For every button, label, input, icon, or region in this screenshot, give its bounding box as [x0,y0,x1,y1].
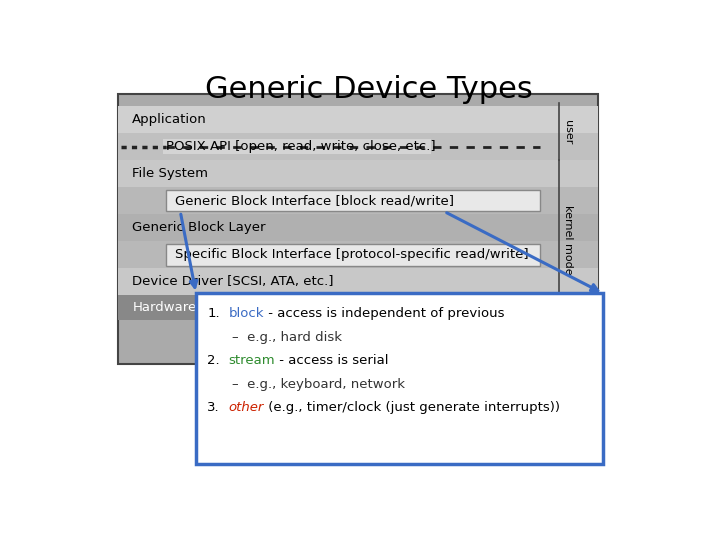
Text: 1.: 1. [207,307,220,320]
Bar [118,133,598,160]
Text: Application: Application [132,113,207,126]
Bar [118,295,598,320]
Bar [166,244,540,266]
Text: File System: File System [132,167,208,180]
Text: user: user [563,119,572,144]
Text: Generic Block Interface [block read/write]: Generic Block Interface [block read/writ… [176,194,454,207]
Bar [196,294,603,464]
Bar [118,214,598,241]
Text: Generic Device Types: Generic Device Types [205,75,533,104]
Text: kernel mode: kernel mode [563,205,572,275]
Bar [118,241,598,268]
Bar [118,187,598,214]
Bar [163,139,431,154]
Bar [118,160,598,187]
Bar [118,268,598,295]
Text: - access is serial: - access is serial [275,354,388,367]
Text: –  e.g., hard disk: – e.g., hard disk [233,330,342,343]
Text: Hardware: Hardware [132,301,197,314]
Text: - access is independent of previous: - access is independent of previous [264,307,504,320]
Bar [118,106,598,133]
Text: Generic Block Layer: Generic Block Layer [132,221,266,234]
Text: Specific Block Interface [protocol-specific read/write]: Specific Block Interface [protocol-speci… [176,248,529,261]
Text: other: other [228,401,264,414]
Text: –  e.g., keyboard, network: – e.g., keyboard, network [233,377,405,390]
Text: block: block [228,307,264,320]
Text: Device Driver [SCSI, ATA, etc.]: Device Driver [SCSI, ATA, etc.] [132,275,334,288]
Text: 2.: 2. [207,354,220,367]
Text: POSIX API [open, read, write, close, etc.]: POSIX API [open, read, write, close, etc… [166,140,436,153]
Bar [118,94,598,364]
Bar [166,190,540,212]
Text: stream: stream [228,354,275,367]
Text: 3.: 3. [207,401,220,414]
Text: (e.g., timer/clock (just generate interrupts)): (e.g., timer/clock (just generate interr… [264,401,559,414]
